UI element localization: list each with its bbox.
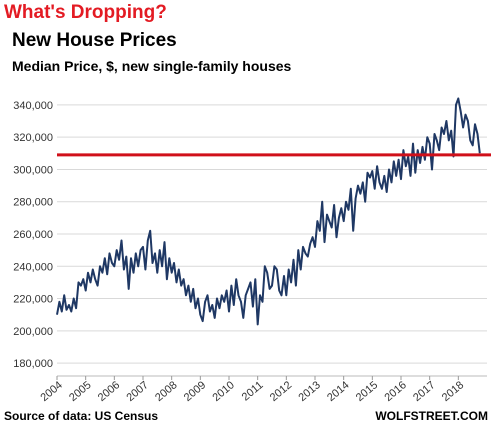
y-tick-label: 200,000 xyxy=(13,326,53,338)
x-tick-label: 2004 xyxy=(38,379,64,404)
x-tick-label: 2016 xyxy=(382,379,408,404)
x-tick-label: 2017 xyxy=(411,379,437,404)
x-tick-label: 2006 xyxy=(96,379,122,404)
credit: WOLFSTREET.COM xyxy=(375,409,488,423)
x-tick-label: 2010 xyxy=(210,379,236,404)
x-tick-label: 2018 xyxy=(440,379,466,404)
chart-title: What's Dropping? xyxy=(4,2,167,23)
x-tick-label: 2012 xyxy=(268,379,294,404)
y-tick-label: 180,000 xyxy=(13,358,53,370)
x-tick-label: 2011 xyxy=(240,379,266,403)
x-tick-label: 2007 xyxy=(124,379,150,404)
y-axis-label: Median Price, $, new single-family house… xyxy=(12,58,292,74)
y-tick-label: 220,000 xyxy=(13,294,53,306)
x-tick-label: 2008 xyxy=(153,379,179,404)
x-tick-label: 2015 xyxy=(354,379,380,404)
x-tick-label: 2014 xyxy=(325,379,351,404)
x-tick-label: 2009 xyxy=(182,379,208,404)
y-tick-label: 320,000 xyxy=(13,132,53,144)
y-tick-label: 240,000 xyxy=(13,261,53,273)
x-tick-label: 2005 xyxy=(67,379,93,404)
data-line xyxy=(56,97,481,326)
y-tick-label: 280,000 xyxy=(13,197,53,209)
y-tick-label: 260,000 xyxy=(13,229,53,241)
source: Source of data: US Census xyxy=(4,409,158,423)
chart-subtitle: New House Prices xyxy=(12,30,177,51)
y-tick-label: 300,000 xyxy=(13,164,53,176)
x-tick-label: 2013 xyxy=(296,379,322,404)
y-tick-label: 340,000 xyxy=(13,100,53,112)
